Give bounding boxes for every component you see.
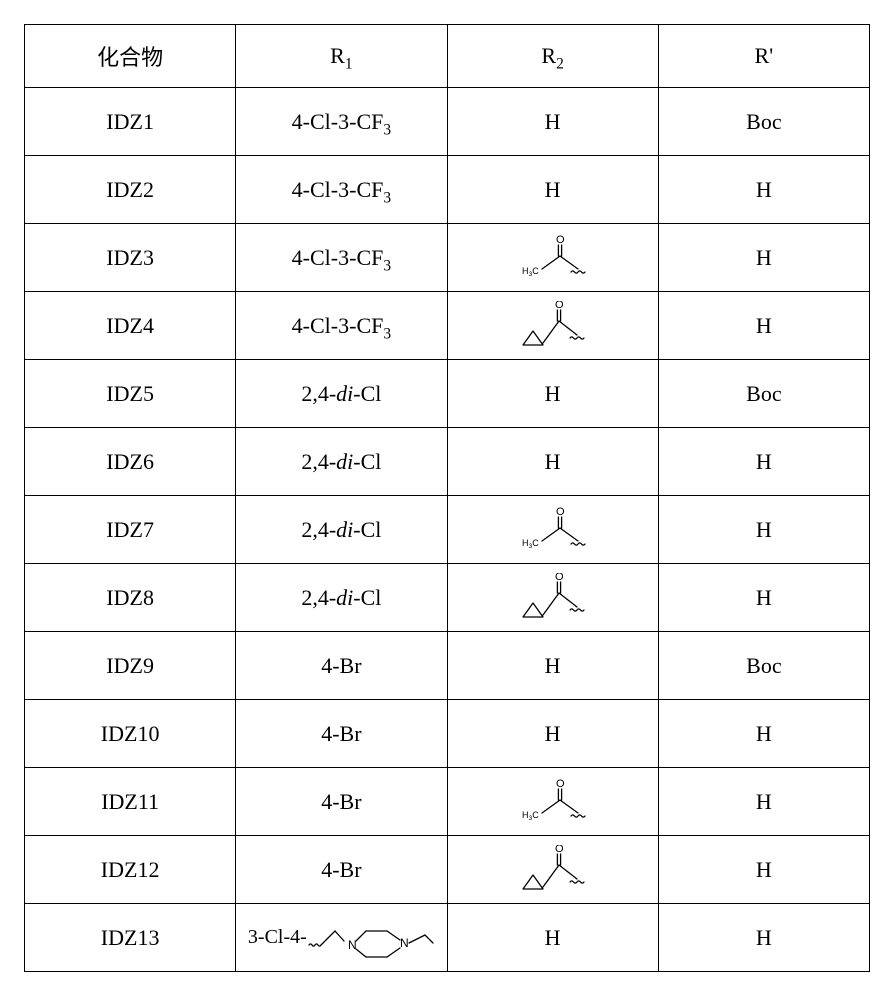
cell-r1: 4-Cl-3-CF3: [236, 224, 447, 292]
cell-r1: 4-Br: [236, 768, 447, 836]
svg-text:N: N: [348, 938, 357, 952]
cell-rprime: H: [658, 700, 869, 768]
cell-rprime: H: [658, 564, 869, 632]
table-header-row: 化合物 R1 R2 R': [25, 25, 870, 88]
table-row: IDZ133-Cl-4-NNHH: [25, 904, 870, 972]
cell-rprime: Boc: [658, 360, 869, 428]
cell-rprime: H: [658, 496, 869, 564]
svg-text:O: O: [556, 778, 565, 790]
cell-compound: IDZ1: [25, 88, 236, 156]
cell-rprime: H: [658, 428, 869, 496]
col-header-r1: R1: [236, 25, 447, 88]
table-row: IDZ104-BrHH: [25, 700, 870, 768]
cell-r2: H: [447, 360, 658, 428]
cell-compound: IDZ6: [25, 428, 236, 496]
svg-text:O: O: [556, 506, 565, 518]
cell-r2: H: [447, 88, 658, 156]
cell-r2: O: [447, 292, 658, 360]
cell-rprime: H: [658, 224, 869, 292]
table-row: IDZ62,4-di-ClHH: [25, 428, 870, 496]
cell-r2: H3C O: [447, 496, 658, 564]
svg-text:O: O: [556, 234, 565, 246]
cell-rprime: Boc: [658, 88, 869, 156]
cell-compound: IDZ2: [25, 156, 236, 224]
svg-text:O: O: [555, 573, 564, 583]
cell-r1: 2,4-di-Cl: [236, 564, 447, 632]
cell-compound: IDZ5: [25, 360, 236, 428]
svg-text:H3C: H3C: [522, 810, 539, 822]
cell-compound: IDZ9: [25, 632, 236, 700]
cell-rprime: H: [658, 836, 869, 904]
cell-r2: H: [447, 904, 658, 972]
table-row: IDZ82,4-di-Cl O H: [25, 564, 870, 632]
cell-r1: 4-Br: [236, 836, 447, 904]
cell-compound: IDZ13: [25, 904, 236, 972]
svg-text:O: O: [555, 301, 564, 311]
cell-rprime: H: [658, 156, 869, 224]
cell-r2: H: [447, 156, 658, 224]
cell-compound: IDZ3: [25, 224, 236, 292]
cell-compound: IDZ11: [25, 768, 236, 836]
cell-compound: IDZ10: [25, 700, 236, 768]
cell-r1: 4-Cl-3-CF3: [236, 156, 447, 224]
cell-r2: H3C O: [447, 768, 658, 836]
col-header-compound: 化合物: [25, 25, 236, 88]
col-header-r2: R2: [447, 25, 658, 88]
table-row: IDZ72,4-di-Cl H3C O H: [25, 496, 870, 564]
cell-compound: IDZ7: [25, 496, 236, 564]
table-row: IDZ52,4-di-ClHBoc: [25, 360, 870, 428]
table-row: IDZ94-BrHBoc: [25, 632, 870, 700]
col-header-rprime: R': [658, 25, 869, 88]
cell-r2: H: [447, 428, 658, 496]
cell-r2: H: [447, 700, 658, 768]
cell-r1: 4-Br: [236, 632, 447, 700]
table-row: IDZ14-Cl-3-CF3HBoc: [25, 88, 870, 156]
svg-text:N: N: [400, 936, 409, 950]
cell-r2: H: [447, 632, 658, 700]
table-row: IDZ44-Cl-3-CF3 O H: [25, 292, 870, 360]
cell-r1: 4-Cl-3-CF3: [236, 292, 447, 360]
cell-rprime: H: [658, 292, 869, 360]
cell-r2: O: [447, 564, 658, 632]
cell-rprime: Boc: [658, 632, 869, 700]
cell-rprime: H: [658, 768, 869, 836]
cell-r1: 3-Cl-4-NN: [236, 904, 447, 972]
cell-r1: 2,4-di-Cl: [236, 496, 447, 564]
cell-r1: 2,4-di-Cl: [236, 360, 447, 428]
table-row: IDZ114-Br H3C O H: [25, 768, 870, 836]
table-row: IDZ34-Cl-3-CF3 H3C O H: [25, 224, 870, 292]
cell-compound: IDZ8: [25, 564, 236, 632]
cell-r1: 4-Br: [236, 700, 447, 768]
svg-text:H3C: H3C: [522, 266, 539, 278]
table-body: IDZ14-Cl-3-CF3HBocIDZ24-Cl-3-CF3HHIDZ34-…: [25, 88, 870, 972]
cell-r2: O: [447, 836, 658, 904]
svg-text:H3C: H3C: [522, 538, 539, 550]
cell-r2: H3C O: [447, 224, 658, 292]
compound-table: 化合物 R1 R2 R' IDZ14-Cl-3-CF3HBocIDZ24-Cl-…: [24, 24, 870, 972]
table-row: IDZ124-Br O H: [25, 836, 870, 904]
table-row: IDZ24-Cl-3-CF3HH: [25, 156, 870, 224]
cell-compound: IDZ4: [25, 292, 236, 360]
cell-compound: IDZ12: [25, 836, 236, 904]
cell-r1: 4-Cl-3-CF3: [236, 88, 447, 156]
svg-text:O: O: [555, 845, 564, 855]
cell-r1: 2,4-di-Cl: [236, 428, 447, 496]
cell-rprime: H: [658, 904, 869, 972]
